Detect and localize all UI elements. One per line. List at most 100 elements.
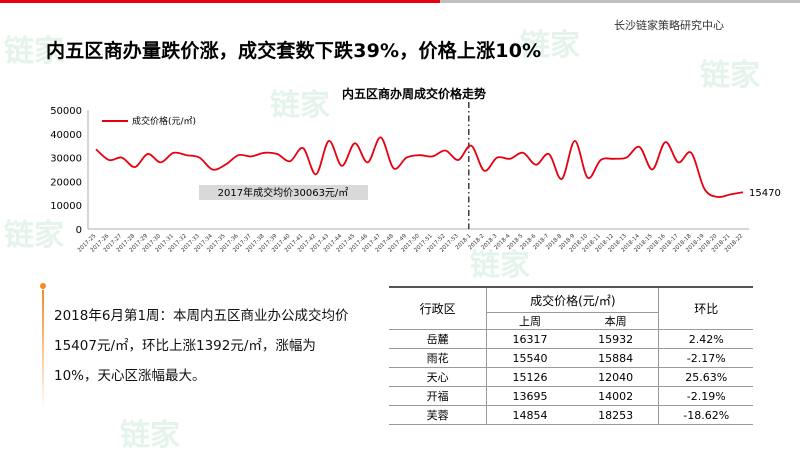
header-last-week: 上周 <box>486 312 573 330</box>
watermark: 链家 <box>470 248 530 283</box>
chart-title: 内五区商办周成交价格走势 <box>342 86 486 101</box>
data-point-2018-7 <box>548 153 550 155</box>
cell-this-week: 15884 <box>572 348 659 368</box>
header-this-week: 本周 <box>572 312 659 330</box>
cell-last-week: 14854 <box>486 405 573 425</box>
avg-price-annotation: 2017年成交均价30063元/㎡ <box>199 185 368 200</box>
cell-last-week: 13695 <box>486 386 573 406</box>
watermark: 链家 <box>520 28 580 63</box>
watermark: 链家 <box>700 58 760 93</box>
data-point-2018-14 <box>638 146 640 148</box>
data-point-2018-11 <box>600 159 602 161</box>
data-point-2017-42 <box>315 173 317 175</box>
data-point-2017-49 <box>405 156 407 158</box>
table-row: 开福 13695 14002 -2.19% <box>389 386 753 406</box>
org-name: 长沙链家策略研究中心 <box>614 19 724 32</box>
data-point-2018-20 <box>716 196 718 198</box>
y-tick-label: 50000 <box>50 106 82 117</box>
y-axis: 0 10000 20000 30000 40000 50000 <box>50 106 89 236</box>
price-trend-chart: 内五区商办周成交价格走势 01000020000300004000050000 … <box>50 86 781 254</box>
weekly-summary: 2018年6月第1周：本周内五区商业办公成交均价15407元/㎡，环比上涨139… <box>54 308 349 384</box>
data-point-2018-1 <box>470 145 472 147</box>
data-point-2018-12 <box>612 158 614 160</box>
data-point-2018-18 <box>690 152 692 154</box>
data-point-2018-10 <box>587 177 589 179</box>
data-point-2017-32 <box>185 154 187 156</box>
watermark: 链家 <box>4 218 64 253</box>
data-point-2017-25 <box>95 148 97 150</box>
data-point-2017-34 <box>211 168 213 170</box>
data-point-2017-37 <box>250 155 252 157</box>
cell-last-week: 15126 <box>486 367 573 387</box>
data-point-2017-35 <box>224 164 226 166</box>
table-row: 天心 15126 12040 25.63% <box>389 367 753 387</box>
table-row: 岳麓 16317 15932 2.42% <box>389 329 753 349</box>
cell-district: 岳麓 <box>389 329 487 349</box>
data-point-2017-33 <box>198 156 200 158</box>
watermark: 链家 <box>120 418 180 453</box>
annotation-box <box>199 185 368 200</box>
data-point-2017-29 <box>147 153 149 155</box>
data-point-2017-36 <box>237 154 239 156</box>
header-district: 行政区 <box>389 286 487 330</box>
data-point-2018-19 <box>703 187 705 189</box>
data-point-2018-3 <box>496 156 498 158</box>
data-point-2018-15 <box>651 168 653 170</box>
data-point-2017-48 <box>392 167 394 169</box>
data-point-2017-46 <box>367 161 369 163</box>
top-accent-bar <box>0 0 800 3</box>
cell-last-week: 16317 <box>486 329 573 349</box>
data-point-2018-6 <box>535 164 537 166</box>
data-point-2017-47 <box>380 136 382 138</box>
cell-district: 开福 <box>389 386 487 406</box>
data-point-2018-22 <box>742 191 744 193</box>
y-tick-label: 40000 <box>50 130 82 141</box>
data-point-2017-44 <box>341 165 343 167</box>
data-point-2018-16 <box>664 141 666 143</box>
y-tick-label: 10000 <box>50 201 82 212</box>
data-point-2018-8 <box>561 178 563 180</box>
cell-this-week: 18253 <box>572 405 659 425</box>
top-accent-red <box>0 0 440 3</box>
data-point-2017-28 <box>134 166 136 168</box>
section-marker-line <box>42 290 44 410</box>
data-point-2017-40 <box>289 160 291 162</box>
cell-change: 25.63% <box>658 367 753 387</box>
data-point-2017-27 <box>121 156 123 158</box>
cell-district: 天心 <box>389 367 487 387</box>
cell-district: 芙蓉 <box>389 405 487 425</box>
y-tick-label: 0 <box>76 225 82 236</box>
cell-change: -18.62% <box>658 405 753 425</box>
data-point-2017-41 <box>302 147 304 149</box>
cell-change: 2.42% <box>658 329 753 349</box>
data-point-2017-51 <box>431 155 433 157</box>
data-point-2017-45 <box>354 142 356 144</box>
section-marker-dot <box>40 283 46 289</box>
page-title: 内五区商办量跌价涨，成交套数下跌39%，价格上涨10% <box>46 40 542 62</box>
data-point-2018-2 <box>483 170 485 172</box>
series-line-price <box>95 136 744 199</box>
data-point-2018-9 <box>574 140 576 142</box>
data-point-2018-5 <box>522 152 524 154</box>
cell-this-week: 12040 <box>572 367 659 387</box>
top-accent-gray <box>440 0 800 3</box>
cell-change: -2.19% <box>658 386 753 406</box>
watermark: 链家 <box>4 34 64 69</box>
table-row: 芙蓉 14854 18253 -18.62% <box>389 405 753 425</box>
data-point-2017-39 <box>276 153 278 155</box>
cell-district: 雨花 <box>389 348 487 368</box>
data-point-2017-31 <box>172 152 174 154</box>
chart-legend: 成交价格(元/㎡) <box>102 115 196 127</box>
data-point-2017-53 <box>457 159 459 161</box>
header-change: 环比 <box>658 286 753 330</box>
district-price-table: 行政区 成交价格(元/㎡) 环比 上周 本周 岳麓 16317 15932 2.… <box>389 286 753 425</box>
series-points <box>95 136 744 198</box>
y-tick-label: 20000 <box>50 177 82 188</box>
data-point-2017-38 <box>263 152 265 154</box>
data-point-2017-26 <box>108 159 110 161</box>
cell-change: -2.17% <box>658 348 753 368</box>
y-tick-label: 30000 <box>50 154 82 165</box>
data-point-2017-30 <box>160 161 162 163</box>
cell-this-week: 14002 <box>572 386 659 406</box>
data-point-2018-13 <box>625 156 627 158</box>
